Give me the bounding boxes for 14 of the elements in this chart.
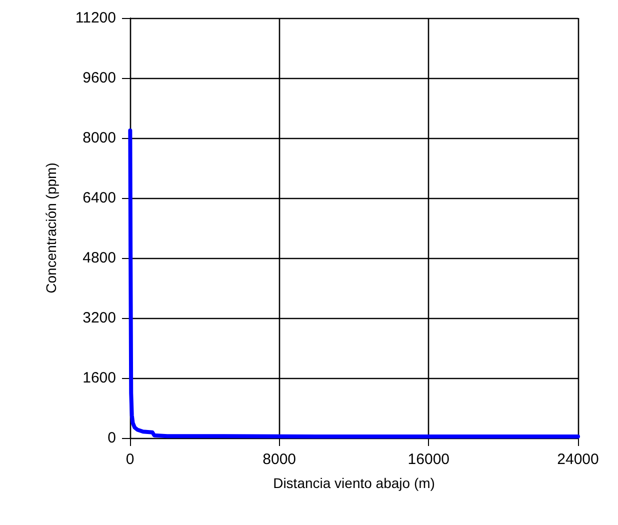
x-tick-label: 24000 [557,451,599,468]
x-tick-label: 8000 [262,451,296,468]
x-tick-label: 0 [126,451,134,468]
y-tick-label: 9600 [82,70,116,86]
x-axis-title: Distancia viento abajo (m) [273,475,435,491]
y-tick-label: 8000 [82,130,116,146]
y-tick-label: 6400 [82,190,116,206]
y-tick-label: 11200 [75,10,116,26]
y-tick-label: 1600 [82,370,116,386]
x-tick-label: 16000 [408,451,450,468]
y-tick-label: 4800 [82,250,116,266]
y-tick-label: 3200 [82,310,116,326]
y-tick-label: 0 [108,430,116,446]
y-axis-title: Concentración (ppm) [43,162,59,294]
